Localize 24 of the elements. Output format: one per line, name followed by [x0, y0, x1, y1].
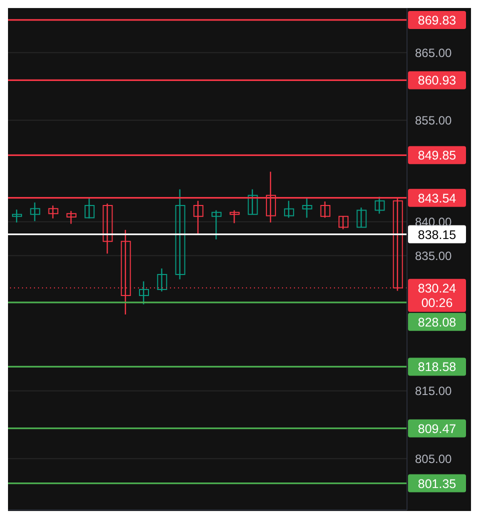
ref-line-label: 809.47: [418, 422, 456, 436]
ref-line-label: 828.08: [418, 315, 456, 330]
candlestick: [175, 189, 186, 280]
candlestick: [302, 197, 312, 218]
ref-line-label: 869.83: [418, 13, 456, 28]
candlestick: [157, 268, 168, 292]
candlestick: [356, 208, 367, 228]
y-tick-label: 805.00: [415, 452, 452, 466]
y-tick-label: 815.00: [415, 384, 452, 398]
y-tick-label: 865.00: [415, 46, 452, 60]
ref-line-label: 801.35: [418, 476, 456, 491]
ref-line-label: 818.58: [418, 360, 456, 374]
candlestick: [30, 202, 40, 222]
ref-line-label: 849.85: [418, 148, 456, 163]
text: 00:26: [421, 296, 453, 310]
ref-line-label: 843.54: [418, 191, 456, 206]
y-tick-label: 835.00: [415, 248, 452, 263]
y-tick-label: 855.00: [415, 114, 452, 128]
candlestick: [102, 204, 113, 254]
ref-line-label: 830.24: [418, 281, 456, 296]
candlestick: [230, 210, 240, 224]
candlestick: [374, 196, 385, 214]
ref-line-label: 860.93: [418, 74, 456, 88]
ref-line-label: 838.15: [418, 228, 456, 242]
